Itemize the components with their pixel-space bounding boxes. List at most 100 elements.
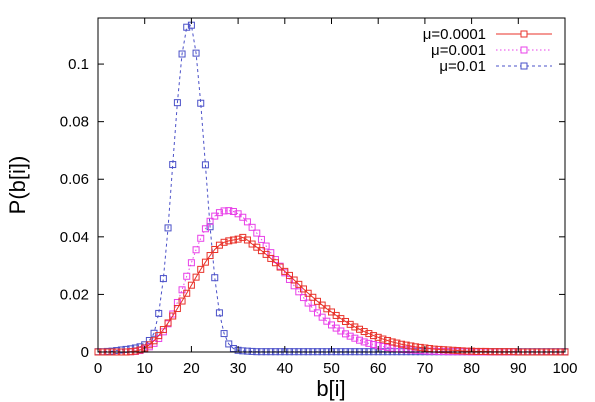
x-tick-label: 10 [136, 360, 153, 377]
data-point [206, 223, 214, 231]
data-point [281, 267, 289, 275]
legend-marker [520, 46, 528, 54]
legend-label: μ=0.0001 [423, 26, 486, 43]
data-point [243, 347, 251, 355]
data-point [173, 99, 181, 107]
plot-frame [97, 17, 566, 353]
x-tick-label: 80 [463, 360, 480, 377]
data-point [304, 299, 312, 307]
data-point [178, 297, 186, 305]
data-point [183, 272, 191, 280]
x-tick-labels: 0 10 20 30 40 50 60 70 80 90 100 [94, 360, 578, 377]
data-point [379, 343, 387, 351]
data-point [220, 330, 228, 338]
data-point [463, 347, 471, 355]
data-point [145, 341, 153, 349]
data-point [374, 333, 382, 341]
data-point [477, 347, 485, 355]
x-tick-label: 20 [183, 360, 200, 377]
legend-marker [520, 62, 528, 70]
data-point [150, 337, 158, 345]
data-point [225, 207, 233, 215]
data-point [220, 207, 228, 215]
legend-entry-0: μ=0.0001 [423, 26, 552, 43]
data-point [271, 259, 279, 267]
legend-marker [520, 30, 528, 38]
data-point [229, 207, 237, 215]
data-point [178, 50, 186, 58]
data-point [370, 332, 378, 340]
data-point [299, 294, 307, 302]
data-point [370, 341, 378, 349]
data-point [299, 285, 307, 293]
data-point [169, 312, 177, 320]
data-point [220, 238, 228, 246]
data-point [454, 347, 462, 355]
data-point [356, 325, 364, 333]
data-point [206, 252, 214, 260]
data-point [360, 338, 368, 346]
data-point [197, 234, 205, 242]
data-point [276, 263, 284, 271]
y-tick-label: 0.08 [60, 114, 89, 131]
data-point [229, 236, 237, 244]
data-point [225, 340, 233, 348]
x-tick-label: 90 [510, 360, 527, 377]
y-tick-label: 0.1 [68, 56, 89, 73]
data-point [472, 347, 480, 355]
data-point [164, 224, 172, 232]
data-point [187, 281, 195, 289]
legend-entry-1: μ=0.001 [431, 42, 552, 59]
x-tick-label: 50 [323, 360, 340, 377]
data-point [295, 280, 303, 288]
data-point [398, 340, 406, 348]
data-point [215, 209, 223, 217]
x-axis-title: b[i] [316, 376, 345, 401]
x-tick-label: 0 [94, 360, 102, 377]
data-point [150, 329, 158, 337]
axis-ticks [97, 18, 566, 353]
legend-entry-2: μ=0.01 [439, 58, 552, 75]
data-point [458, 347, 466, 355]
data-point [360, 328, 368, 336]
y-tick-labels: 0 0.02 0.04 0.06 0.08 0.1 [60, 56, 89, 361]
data-point [239, 213, 247, 221]
data-point [407, 342, 415, 350]
x-tick-label: 30 [230, 360, 247, 377]
series-line [98, 236, 565, 353]
data-point [262, 242, 270, 250]
data-point [440, 346, 448, 354]
data-point [155, 332, 163, 340]
data-point [183, 289, 191, 297]
y-tick-label: 0.04 [60, 229, 89, 246]
data-point [136, 346, 144, 354]
data-point [402, 346, 410, 354]
data-point [197, 265, 205, 273]
data-point [257, 247, 265, 255]
data-point [309, 293, 317, 301]
data-point [313, 297, 321, 305]
data-point [412, 343, 420, 351]
data-point [169, 161, 177, 169]
data-point [309, 304, 317, 312]
data-point [192, 246, 200, 254]
data-point [159, 326, 167, 334]
data-point [342, 330, 350, 338]
series-2 [94, 21, 569, 356]
data-point [243, 236, 251, 244]
data-point [290, 276, 298, 284]
data-point [225, 237, 233, 245]
data-point [384, 336, 392, 344]
y-tick-label: 0 [81, 344, 89, 361]
data-point [313, 309, 321, 317]
data-point [318, 301, 326, 309]
data-point [211, 274, 219, 282]
x-tick-label: 100 [552, 360, 577, 377]
data-point [346, 332, 354, 340]
data-point [351, 334, 359, 342]
data-point [253, 229, 261, 237]
x-tick-label: 70 [417, 360, 434, 377]
data-point [201, 258, 209, 266]
data-point [365, 330, 373, 338]
